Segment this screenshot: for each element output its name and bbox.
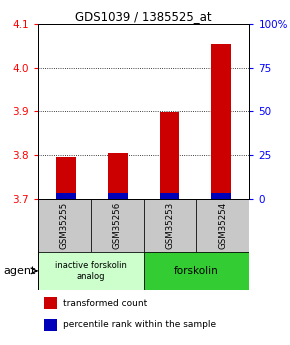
Bar bbox=[108, 153, 128, 199]
Title: GDS1039 / 1385525_at: GDS1039 / 1385525_at bbox=[75, 10, 212, 23]
Bar bbox=[38, 199, 90, 252]
Bar bbox=[44, 319, 57, 331]
Text: forskolin: forskolin bbox=[174, 266, 219, 276]
Bar bbox=[56, 193, 76, 199]
Text: GSM35254: GSM35254 bbox=[218, 201, 227, 249]
Bar bbox=[44, 297, 57, 309]
Bar bbox=[108, 193, 128, 199]
Text: transformed count: transformed count bbox=[63, 299, 147, 308]
Text: inactive forskolin
analog: inactive forskolin analog bbox=[55, 261, 126, 280]
Bar bbox=[144, 252, 249, 290]
Bar bbox=[38, 252, 144, 290]
Bar bbox=[211, 44, 231, 199]
Text: GSM35253: GSM35253 bbox=[166, 201, 175, 249]
Bar bbox=[56, 157, 76, 199]
Text: agent: agent bbox=[4, 266, 36, 276]
Bar bbox=[211, 193, 231, 199]
Text: percentile rank within the sample: percentile rank within the sample bbox=[63, 321, 216, 329]
Bar bbox=[197, 199, 249, 252]
Bar bbox=[160, 112, 179, 199]
Text: GSM35255: GSM35255 bbox=[60, 201, 69, 249]
Text: GSM35256: GSM35256 bbox=[113, 201, 122, 249]
Bar bbox=[144, 199, 197, 252]
Bar bbox=[160, 193, 179, 199]
Bar bbox=[90, 199, 144, 252]
